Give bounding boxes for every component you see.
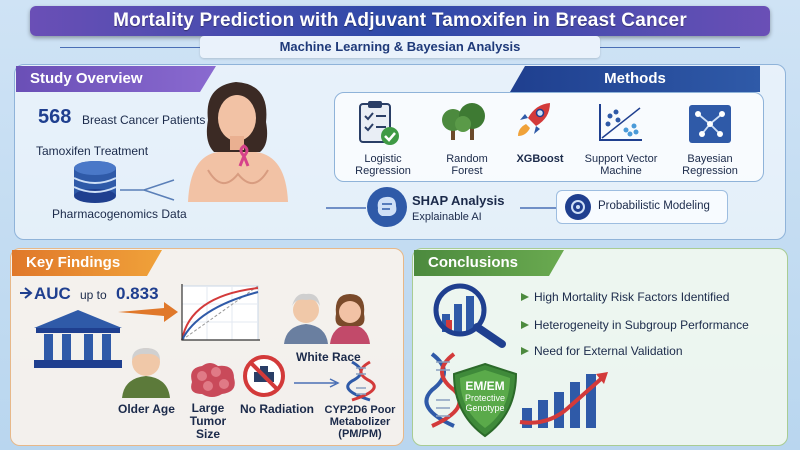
- shap-title: SHAP Analysis: [412, 193, 505, 208]
- roc-curve-icon: [181, 284, 260, 341]
- shield-icon: [452, 362, 518, 438]
- dna-icon: [424, 352, 462, 428]
- connector-line: [294, 378, 340, 388]
- network-icon: [689, 105, 731, 143]
- bullet-arrow-icon: [521, 321, 529, 329]
- patient-illustration-icon: [188, 82, 288, 202]
- page-subtitle: Machine Learning & Bayesian Analysis: [200, 36, 600, 58]
- elderly-man-icon: [122, 348, 170, 398]
- method-label: Logistic Regression: [355, 153, 411, 177]
- bullet-arrow-icon: [521, 293, 529, 301]
- methods-header: Methods: [510, 66, 760, 92]
- magnifier-chart-icon: [433, 283, 506, 348]
- arrow-icon: [20, 287, 33, 299]
- method-label: Bayesian Regression: [682, 153, 738, 177]
- patient-count: 568: [38, 106, 72, 128]
- cyp-label: CYP2D6 Poor Metabolizer (PM/PM): [324, 404, 396, 440]
- bullet-arrow-icon: [521, 347, 529, 355]
- no-radiation-icon: [243, 355, 285, 397]
- method-label: Random Forest: [446, 153, 488, 177]
- treatment-label: Tamoxifen Treatment: [36, 144, 149, 158]
- auc-value: 0.833: [116, 284, 159, 303]
- white-race-label: White Race: [296, 350, 361, 364]
- conclusion-item: High Mortality Risk Factors Identified: [534, 290, 730, 304]
- orange-arrow-icon: [118, 302, 178, 322]
- auc-mid: up to: [80, 288, 107, 302]
- database-icon: [73, 161, 117, 203]
- older-age-label: Older Age: [118, 402, 175, 416]
- badge-subtitle: Protective Genotype: [464, 393, 506, 413]
- svm-plot-icon: [599, 104, 642, 141]
- divider: [600, 47, 740, 48]
- probabilistic-icon: [565, 194, 591, 220]
- trees-icon: [442, 103, 485, 140]
- conclusion-item: Heterogeneity in Subgroup Performance: [534, 318, 749, 332]
- patients-label: Breast Cancer Patients: [82, 113, 206, 127]
- trend-chart-icon: [519, 372, 608, 428]
- badge-title: EM/EM: [465, 379, 505, 393]
- conclusions-header: Conclusions: [414, 250, 564, 276]
- dna-icon: [346, 360, 376, 402]
- institution-icon: [34, 310, 122, 368]
- page-title: Mortality Prediction with Adjuvant Tamox…: [113, 10, 687, 31]
- study-overview-header: Study Overview: [16, 66, 216, 92]
- rocket-icon: [518, 103, 550, 136]
- conclusion-item: Need for External Validation: [534, 344, 683, 358]
- checklist-icon: [359, 101, 399, 145]
- key-findings-panel: [10, 248, 404, 446]
- tumor-icon: [191, 363, 235, 397]
- shap-brain-icon: [367, 187, 407, 227]
- probabilistic-label: Probabilistic Modeling: [598, 200, 710, 212]
- title-banner: Mortality Prediction with Adjuvant Tamox…: [30, 6, 770, 36]
- method-label: Support Vector Machine: [584, 153, 658, 177]
- tumor-label: Large Tumor Size: [189, 401, 227, 441]
- shap-subtitle: Explainable AI: [412, 211, 482, 223]
- divider: [60, 47, 200, 48]
- couple-icon: [284, 293, 370, 344]
- auc-prefix: AUC: [34, 284, 71, 303]
- method-label: XGBoost: [516, 153, 564, 165]
- no-radiation-label: No Radiation: [240, 402, 314, 416]
- data-label: Pharmacogenomics Data: [52, 207, 187, 221]
- connector-line: [120, 179, 175, 201]
- key-findings-header: Key Findings: [12, 250, 162, 276]
